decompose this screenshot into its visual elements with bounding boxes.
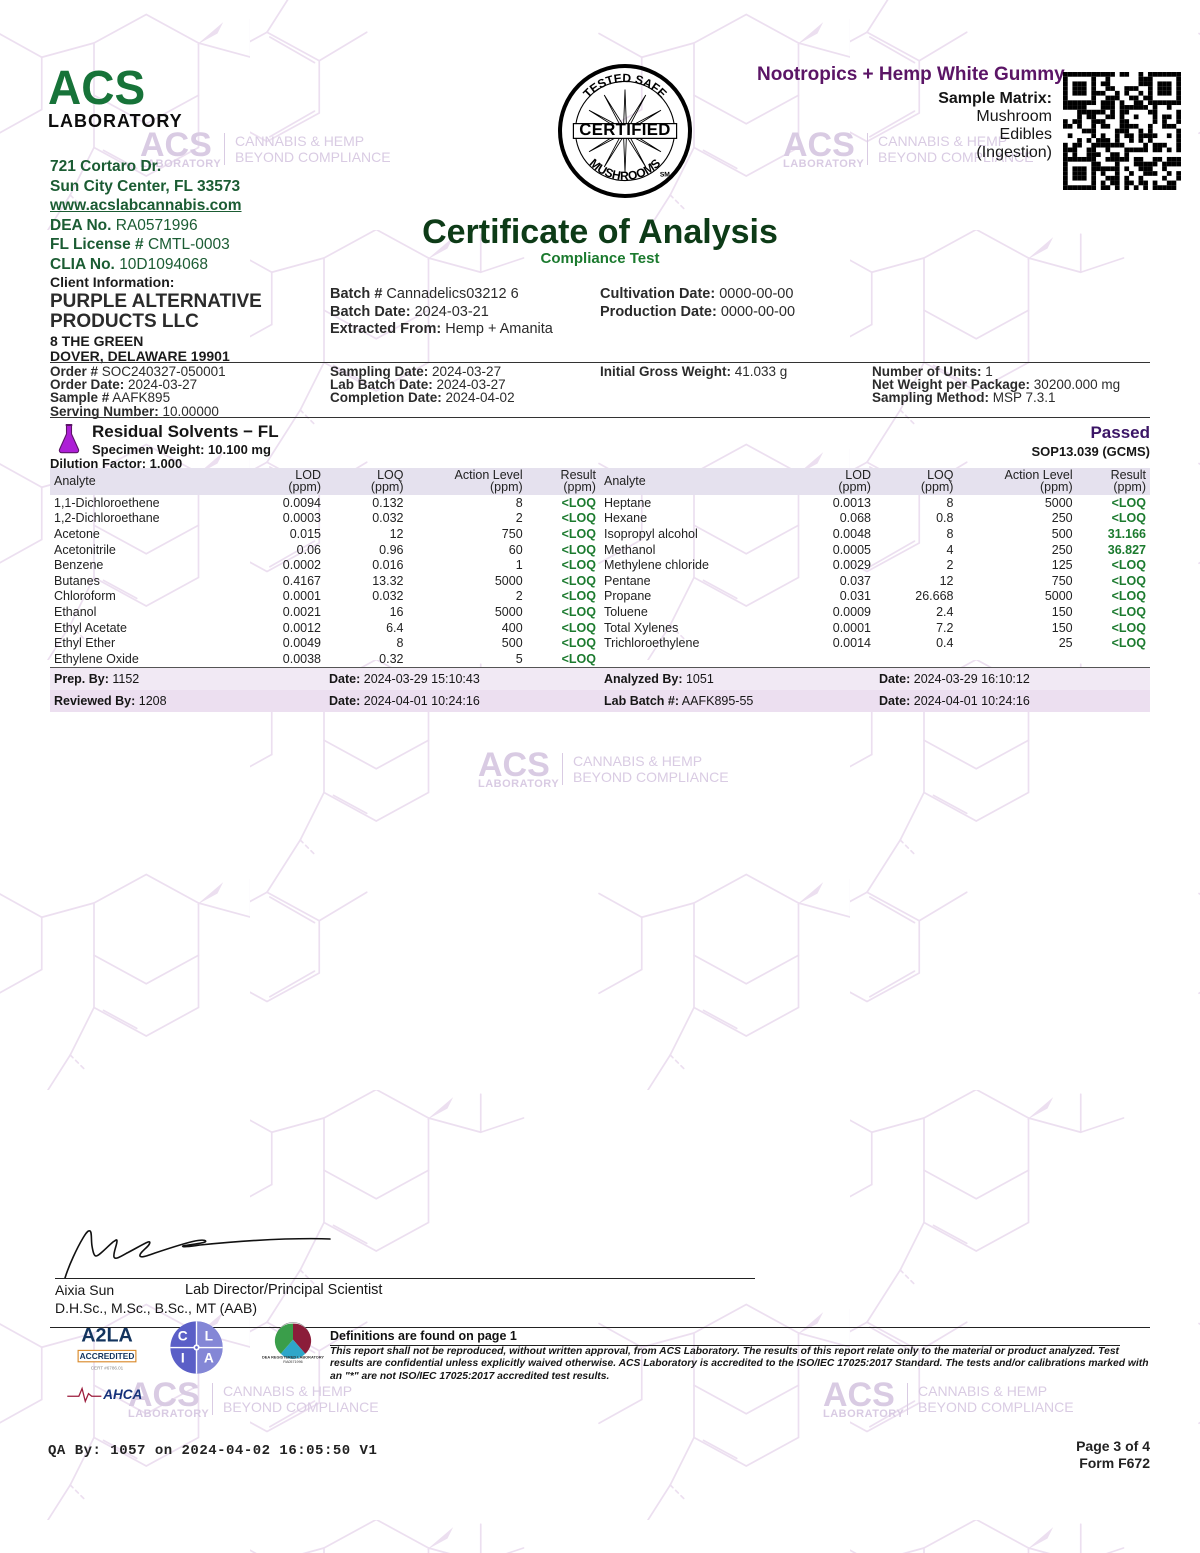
svg-text:CERT #6786.01: CERT #6786.01 [91, 1365, 124, 1370]
svg-text:AHCA: AHCA [102, 1387, 142, 1402]
svg-text:A: A [204, 1351, 214, 1366]
svg-text:DEA REGISTERED LABORATORY: DEA REGISTERED LABORATORY [262, 1355, 324, 1360]
svg-text:SM: SM [660, 171, 670, 178]
svg-text:ACCREDITED: ACCREDITED [80, 1351, 135, 1361]
svg-text:RA0571996: RA0571996 [283, 1360, 302, 1363]
svg-text:CERTIFIED: CERTIFIED [579, 120, 670, 139]
svg-text:I: I [181, 1351, 185, 1366]
svg-text:MUSHROOMS: MUSHROOMS [587, 156, 663, 182]
svg-text:L: L [205, 1329, 213, 1344]
svg-text:A2LA: A2LA [81, 1324, 133, 1346]
svg-text:C: C [178, 1329, 188, 1344]
